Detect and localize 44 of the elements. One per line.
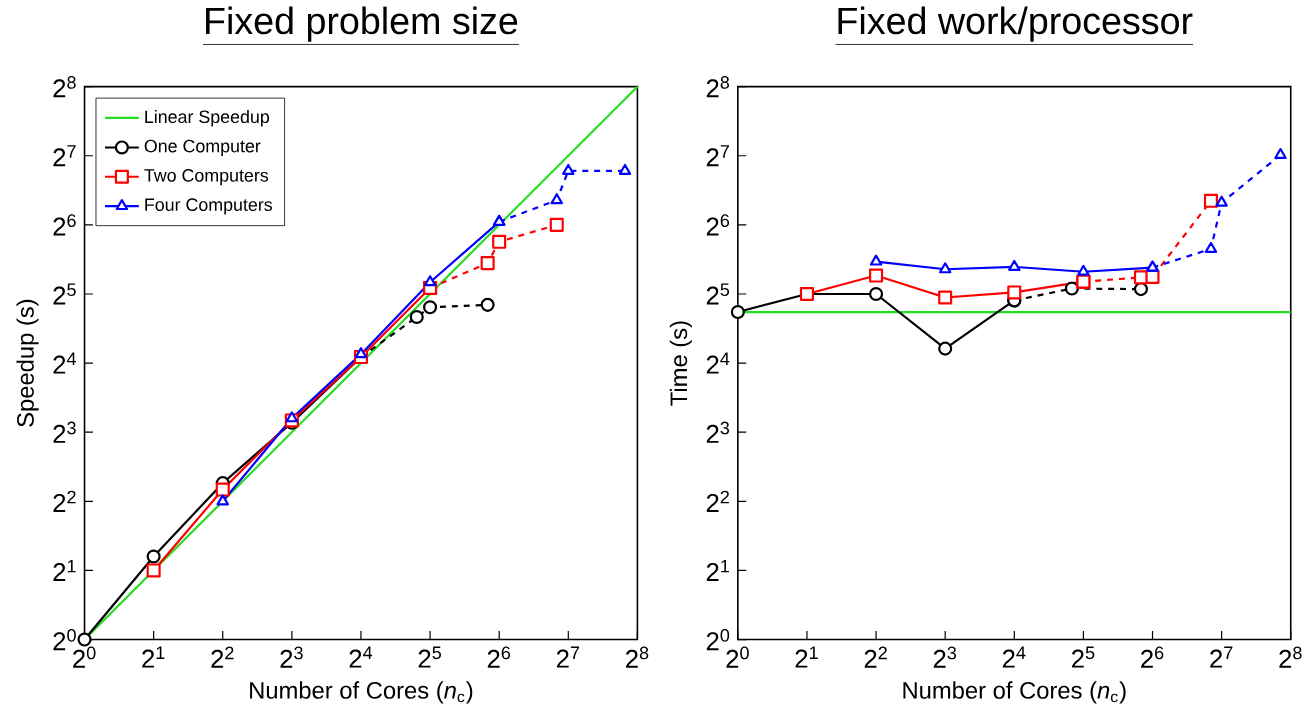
x-tick-label: 2$^{4}$ xyxy=(1002,646,1026,668)
x-tick-label: 2$^{6}$ xyxy=(1141,646,1164,668)
legend-label: Two Computers xyxy=(144,169,269,186)
y-tick-label: 2$^{2}$ xyxy=(53,490,76,512)
y-tick-label: 2$^{7}$ xyxy=(53,145,76,167)
x-tick-label: 2$^{1}$ xyxy=(142,646,165,668)
x-tick-label: 2$^{1}$ xyxy=(795,646,818,668)
legend-label: One Computer xyxy=(144,139,261,156)
y-tick-label: 2$^{2}$ xyxy=(706,490,729,512)
x-axis-title: Number of Cores (n$_{c}$) xyxy=(903,681,1126,704)
y-tick-label: 2$^{3}$ xyxy=(706,421,730,443)
y-tick-label: 2$^{3}$ xyxy=(53,421,76,443)
x-tick-label: 2$^{8}$ xyxy=(1279,646,1302,668)
y-tick-label: 2$^{7}$ xyxy=(706,145,729,167)
x-tick-label: 2$^{7}$ xyxy=(556,646,580,668)
x-tick-label: 2$^{0}$ xyxy=(73,646,96,668)
x-tick-label: 2$^{2}$ xyxy=(211,646,234,668)
x-tick-label: 2$^{5}$ xyxy=(418,646,441,668)
x-tick-label: 2$^{2}$ xyxy=(864,646,887,668)
x-tick-label: 2$^{4}$ xyxy=(349,646,373,668)
legend-label: Linear Speedup xyxy=(145,109,270,127)
y-tick-label: 2$^{4}$ xyxy=(706,352,730,374)
x-tick-label: 2$^{3}$ xyxy=(933,646,957,668)
x-tick-label: 2$^{6}$ xyxy=(487,646,511,668)
x-axis-title: Number of Cores (n$_{c}$) xyxy=(250,681,473,704)
y-axis-title: Time (s) xyxy=(669,321,692,406)
y-tick-label: 2$^{6}$ xyxy=(706,214,730,236)
y-tick-label: 2$^{0}$ xyxy=(53,628,76,651)
y-axis-title: Speedup (s) xyxy=(16,299,39,427)
y-tick-label: 2$^{8}$ xyxy=(706,76,730,98)
y-tick-label: 2$^{8}$ xyxy=(53,76,76,98)
x-tick-label: 2$^{3}$ xyxy=(280,646,303,668)
y-tick-label: 2$^{1}$ xyxy=(53,559,76,581)
y-tick-label: 2$^{6}$ xyxy=(53,214,76,236)
x-tick-label: 2$^{8}$ xyxy=(626,646,649,668)
x-tick-label: 2$^{5}$ xyxy=(1072,646,1095,668)
y-tick-label: 2$^{5}$ xyxy=(706,283,730,305)
x-tick-label: 2$^{7}$ xyxy=(1210,646,1233,668)
chart-title: Fixed problem size xyxy=(206,6,518,42)
chart-title: Fixed work/processor xyxy=(838,6,1193,42)
y-tick-label: 2$^{5}$ xyxy=(53,283,76,305)
y-tick-label: 2$^{4}$ xyxy=(53,352,77,374)
y-tick-label: 2$^{1}$ xyxy=(706,559,729,581)
legend-label: Four Computers xyxy=(145,198,273,215)
